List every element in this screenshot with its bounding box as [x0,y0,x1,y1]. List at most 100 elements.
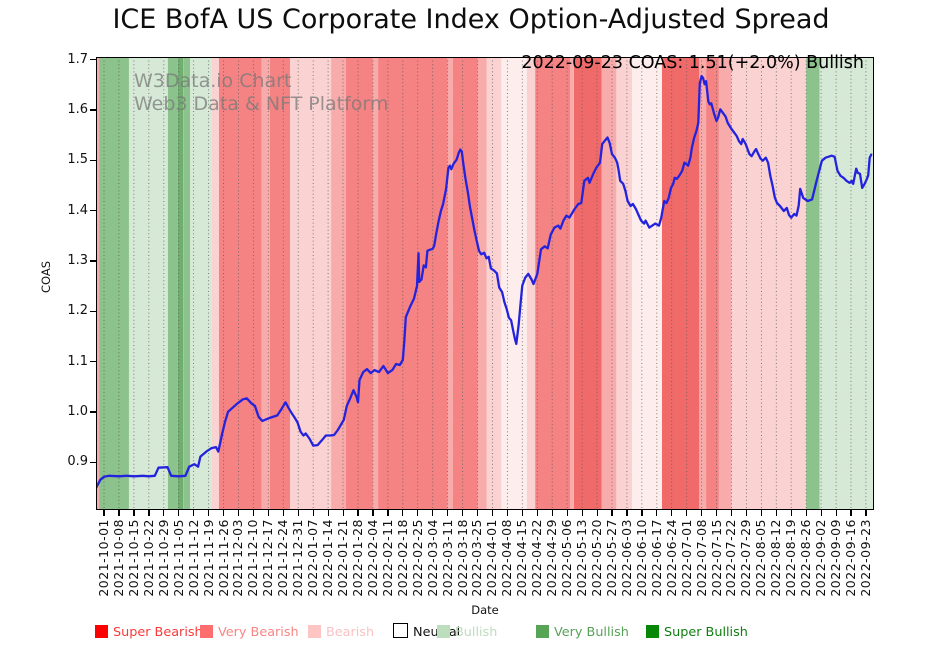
x-tick-mark [641,510,643,516]
x-tick-mark [730,510,733,516]
legend-swatch [95,625,108,638]
legend-item-bullish: Bullish [437,621,497,640]
x-tick-label: 2022-09-09 [828,519,844,597]
y-tick-label: 1.1 [67,353,88,369]
x-tick-label: 2022-08-26 [798,519,814,597]
x-tick-mark [178,510,180,516]
plot-area [96,57,874,510]
sentiment-band-super_bearish [573,57,602,510]
watermark: W3Data.io Chart Web3 Data & NFT Platform [134,70,388,116]
sentiment-band-bearish_pale [731,57,807,510]
y-tick-label: 1.7 [67,51,88,67]
x-tick-mark [596,510,598,516]
x-tick-label: 2022-04-15 [514,519,530,597]
legend-label: Very Bullish [554,625,629,640]
legend-swatch [393,623,408,638]
y-tick-mark [90,210,96,212]
x-tick-label: 2022-03-04 [424,519,440,597]
legend-item-very-bearish: Very Bearish [200,621,299,640]
sentiment-band-neutral [632,57,662,510]
x-tick-mark [521,510,523,516]
x-tick-mark [223,510,225,516]
sentiment-band-very_bearish [378,57,448,510]
x-tick-label: 2021-11-26 [215,519,231,597]
x-tick-label: 2022-08-19 [783,519,799,597]
x-tick-label: 2022-08-05 [753,519,769,597]
x-tick-label: 2022-09-23 [857,519,873,597]
x-tick-mark [282,510,284,516]
sentiment-band-bearish_pale [526,57,536,510]
sentiment-band-bearish [447,57,453,510]
x-tick-mark [626,510,628,516]
sentiment-band-bearish_pale [211,57,220,510]
x-tick-label: 2022-05-20 [589,519,604,597]
x-axis-title: Date [471,603,499,617]
x-tick-label: 2021-12-10 [245,519,261,597]
x-tick-mark [760,510,763,516]
x-tick-label: 2021-12-31 [290,519,306,597]
plot-frame [96,57,874,510]
sentiment-band-bearish [372,57,379,510]
x-tick-mark [686,510,688,516]
x-tick-mark [118,510,120,516]
y-tick-mark [90,361,96,363]
legend-item-bearish: Bearish [308,621,374,640]
legend-swatch [437,625,450,638]
x-tick-mark [342,510,344,516]
x-tick-mark [566,510,568,516]
x-tick-mark [267,510,270,516]
x-tick-label: 2022-09-02 [813,519,829,597]
legend-item-very-bullish: Very Bullish [536,621,629,640]
sentiment-band-very_bullish [99,57,129,510]
x-tick-mark [432,510,434,516]
x-tick-label: 2021-12-03 [230,519,246,597]
sentiment-band-very_bearish [452,57,478,510]
x-tick-mark [611,510,613,516]
legend-label: Super Bearish [113,625,203,640]
x-tick-label: 2022-02-04 [364,519,380,597]
y-tick-mark [90,411,96,413]
x-tick-label: 2022-04-29 [544,519,560,597]
x-tick-mark [208,510,210,516]
x-tick-label: 2022-03-11 [439,519,455,597]
x-tick-label: 2022-02-18 [394,519,410,597]
sentiment-band-very_bullish [183,57,191,510]
sentiment-band-bearish [331,57,346,510]
x-tick-mark [716,510,718,516]
x-tick-label: 2022-02-25 [409,519,425,597]
x-tick-mark [671,510,673,516]
x-tick-mark [701,510,703,516]
x-tick-label: 2022-05-06 [559,519,575,597]
x-tick-mark [447,510,449,516]
x-tick-mark [402,510,404,516]
legend-label: Very Bearish [218,625,299,640]
y-tick-mark [90,260,96,262]
x-tick-label: 2022-06-24 [663,519,679,597]
sentiment-band-bearish_pale [290,57,332,510]
x-tick-mark [820,510,822,516]
x-tick-label: 2021-12-24 [275,519,291,597]
x-tick-mark [103,510,105,516]
x-tick-mark [805,510,807,516]
y-tick-label: 0.9 [67,454,88,470]
watermark-line2: Web3 Data & NFT Platform [134,93,389,115]
x-tick-label: 2021-12-17 [260,519,276,597]
x-tick-label: 2022-07-01 [678,519,694,597]
x-tick-mark [745,510,748,516]
x-tick-label: 2021-11-05 [170,519,186,597]
x-tick-mark [581,510,583,516]
x-tick-mark [462,510,464,516]
sentiment-band-bullish [128,57,168,510]
x-tick-label: 2021-10-01 [95,519,111,597]
x-tick-label: 2021-10-22 [140,519,156,597]
x-tick-mark [476,510,479,516]
y-tick-label: 1.0 [67,403,88,419]
sentiment-band-bearish [477,57,487,510]
x-tick-mark [850,510,852,516]
sentiment-band-very_bearish [535,57,571,510]
x-tick-mark [297,510,299,516]
x-tick-mark [312,510,314,516]
x-tick-label: 2022-01-07 [305,519,321,597]
